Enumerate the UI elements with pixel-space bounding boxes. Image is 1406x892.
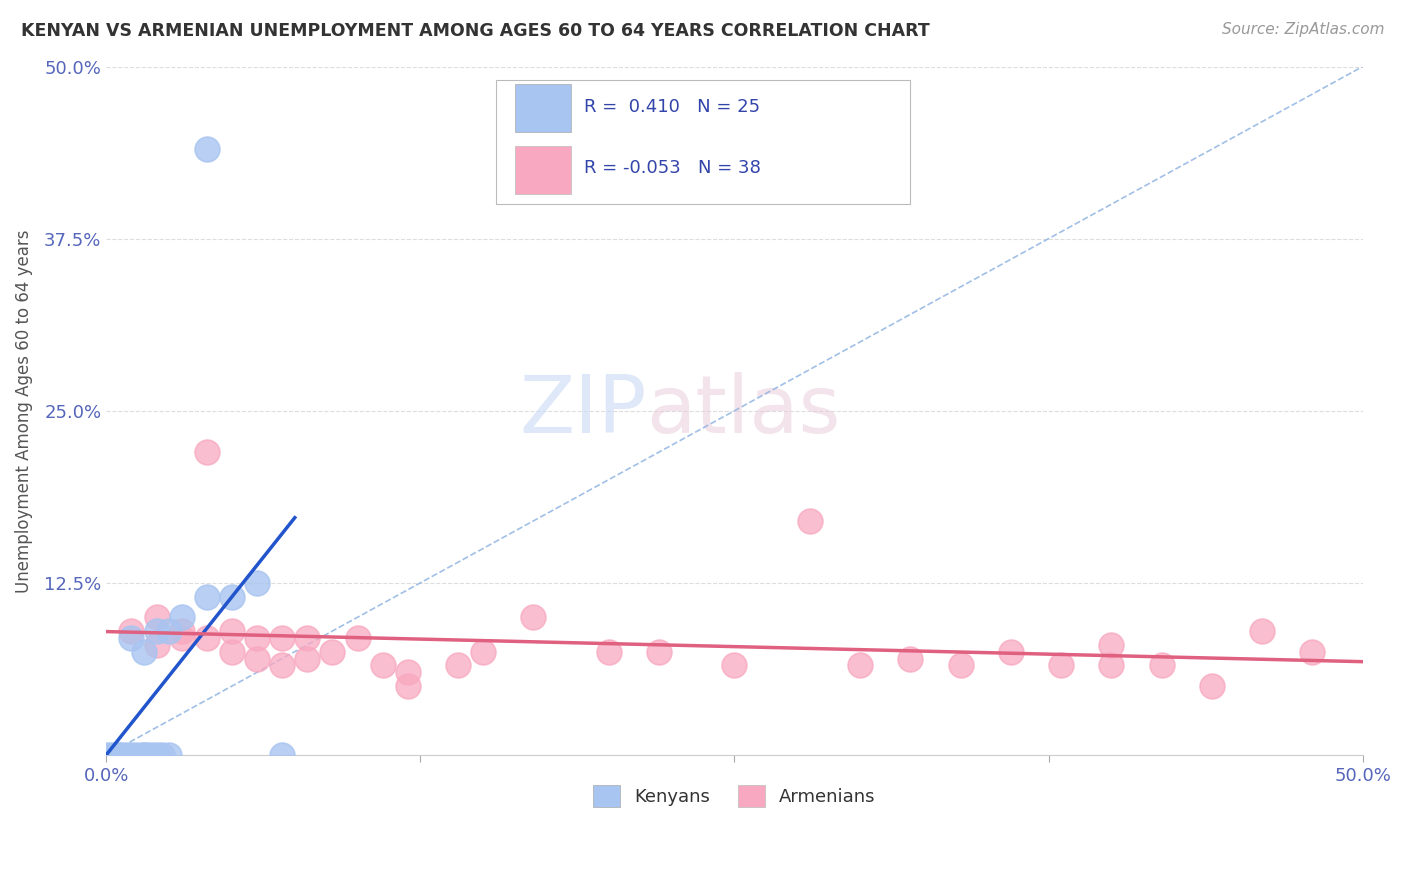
Point <box>121 624 143 638</box>
Bar <box>515 84 571 132</box>
Point <box>221 645 243 659</box>
Point <box>195 445 218 459</box>
Point <box>1050 658 1073 673</box>
Point <box>195 590 218 604</box>
Point <box>321 645 343 659</box>
Point <box>150 747 173 762</box>
Point <box>1150 658 1173 673</box>
Point <box>96 747 118 762</box>
Point <box>723 658 745 673</box>
Point <box>271 631 294 645</box>
Y-axis label: Unemployment Among Ages 60 to 64 years: Unemployment Among Ages 60 to 64 years <box>15 229 32 592</box>
Point <box>157 747 180 762</box>
Text: KENYAN VS ARMENIAN UNEMPLOYMENT AMONG AGES 60 TO 64 YEARS CORRELATION CHART: KENYAN VS ARMENIAN UNEMPLOYMENT AMONG AG… <box>21 22 929 40</box>
Point <box>195 631 218 645</box>
Point <box>598 645 620 659</box>
Point <box>648 645 671 659</box>
Point <box>125 747 148 762</box>
Point <box>195 142 218 156</box>
Point <box>246 651 269 665</box>
Text: ZIP: ZIP <box>519 372 647 450</box>
Point <box>157 624 180 638</box>
Point <box>447 658 470 673</box>
Point <box>221 624 243 638</box>
Point <box>396 665 419 680</box>
Point <box>145 610 167 624</box>
Text: Source: ZipAtlas.com: Source: ZipAtlas.com <box>1222 22 1385 37</box>
Point <box>121 631 143 645</box>
Point <box>371 658 394 673</box>
Point <box>297 651 319 665</box>
Point <box>100 747 122 762</box>
Point <box>396 679 419 693</box>
Point <box>1000 645 1022 659</box>
Bar <box>515 145 571 194</box>
Point <box>135 747 157 762</box>
Point <box>132 645 155 659</box>
Point <box>1099 638 1122 652</box>
Legend: Kenyans, Armenians: Kenyans, Armenians <box>586 778 883 814</box>
Point <box>472 645 495 659</box>
Point <box>145 638 167 652</box>
Point <box>221 590 243 604</box>
Point <box>170 624 193 638</box>
Point <box>131 747 153 762</box>
Point <box>145 624 167 638</box>
Point <box>1301 645 1323 659</box>
Text: R =  0.410   N = 25: R = 0.410 N = 25 <box>583 97 759 116</box>
Point <box>108 747 131 762</box>
Point <box>132 747 155 762</box>
Point <box>141 747 163 762</box>
Point <box>246 575 269 590</box>
Point <box>346 631 368 645</box>
Point <box>271 747 294 762</box>
Point <box>115 747 138 762</box>
Point <box>105 747 128 762</box>
Point <box>1201 679 1223 693</box>
Text: atlas: atlas <box>647 372 841 450</box>
Point <box>898 651 921 665</box>
Point <box>849 658 872 673</box>
Point <box>1099 658 1122 673</box>
Point <box>949 658 972 673</box>
Point <box>170 610 193 624</box>
Point <box>297 631 319 645</box>
Point <box>799 514 821 528</box>
Point <box>145 747 167 762</box>
Point <box>246 631 269 645</box>
Point <box>271 658 294 673</box>
Point <box>121 747 143 762</box>
FancyBboxPatch shape <box>496 80 910 204</box>
Point <box>170 631 193 645</box>
Point <box>522 610 544 624</box>
Point <box>110 747 132 762</box>
Text: R = -0.053   N = 38: R = -0.053 N = 38 <box>583 160 761 178</box>
Point <box>1251 624 1274 638</box>
